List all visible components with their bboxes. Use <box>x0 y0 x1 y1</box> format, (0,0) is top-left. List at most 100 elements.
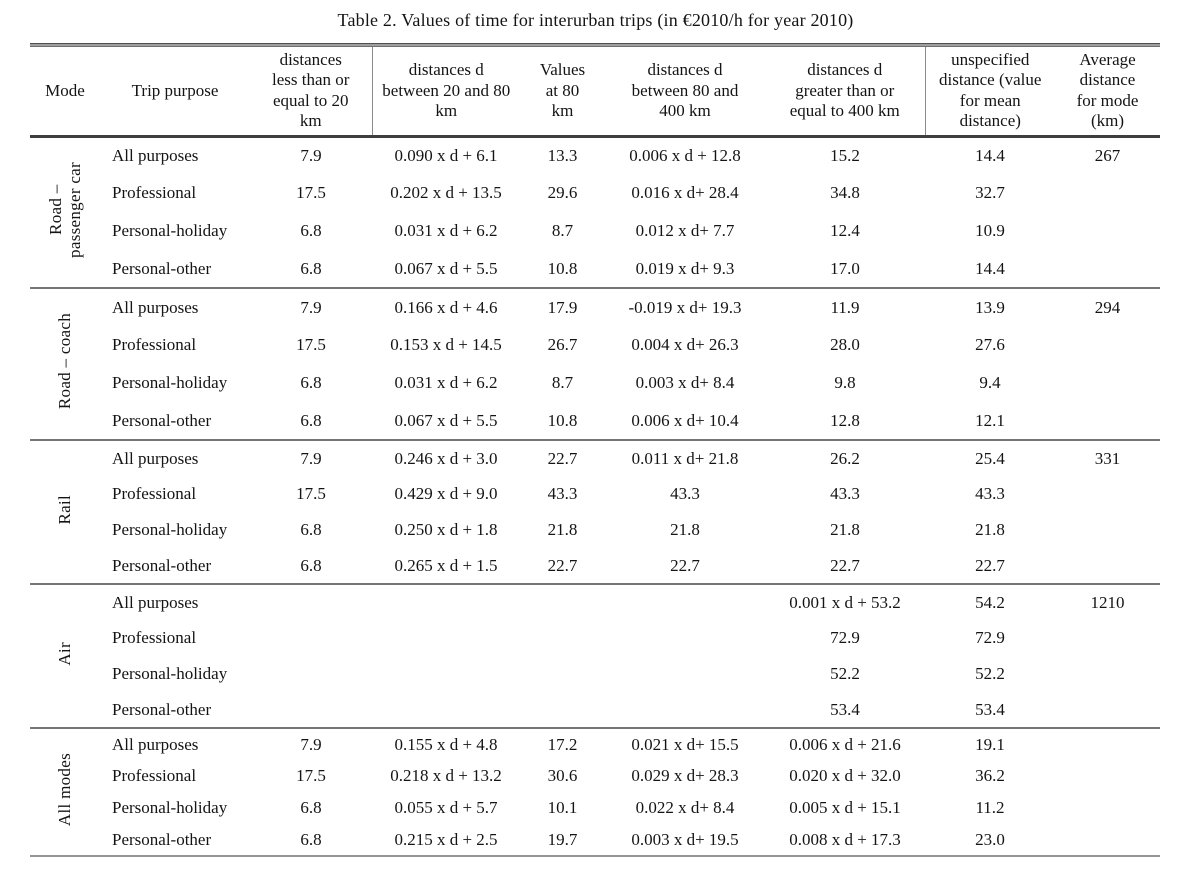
value-cell: 17.9 <box>547 297 578 317</box>
value-cell: 17.5 <box>296 183 326 202</box>
value-cell: 6.8 <box>300 520 322 539</box>
value-cell: 13.3 <box>547 145 578 165</box>
value-cell: 17.5 <box>296 766 326 785</box>
value-cell: 22.7 <box>547 555 578 575</box>
table-row: Road – passenger car All purposes 7.9 0.… <box>30 136 1160 258</box>
value-cell: 0.029 x d+ 28.3 <box>631 766 739 785</box>
value-cell: 13.9 <box>975 297 1005 317</box>
value-cell: 0.031 x d + 6.2 <box>394 373 498 392</box>
table-row: Personal-other 6.8 0.265 x d + 1.5 22.7 … <box>30 548 1160 584</box>
value-cell <box>1055 620 1160 656</box>
value-cell: 22.7 <box>670 555 700 575</box>
value-cell: 54.2 <box>975 592 1005 612</box>
value-cell: 22.7 <box>547 448 578 468</box>
value-cell: 0.020 x d + 32.0 <box>789 766 901 785</box>
value-cell: 0.012 x d+ 7.7 <box>635 221 735 240</box>
value-cell: 14.4 <box>975 145 1005 165</box>
value-cell: 6.8 <box>300 258 322 278</box>
value-cell <box>1055 728 1160 760</box>
col-header-mode: Mode <box>30 47 100 138</box>
group-road-passenger-car: Road – passenger car All purposes 7.9 0.… <box>30 136 1160 288</box>
value-cell: 0.166 x d + 4.6 <box>394 297 498 317</box>
value-cell: 0.218 x d + 13.2 <box>390 766 502 785</box>
group-road-coach: Road – coach All purposes 7.9 0.166 x d … <box>30 288 1160 440</box>
value-cell: 19.1 <box>975 734 1005 754</box>
trip-purpose-cell: All purposes <box>112 145 199 165</box>
value-cell: 6.8 <box>300 373 322 392</box>
value-cell: 0.022 x d+ 8.4 <box>635 798 735 817</box>
value-cell: 11.9 <box>830 297 860 317</box>
value-cell <box>1055 476 1160 512</box>
value-cell: 0.250 x d + 1.8 <box>394 520 498 539</box>
table-row: Professional 17.5 0.202 x d + 13.5 29.6 … <box>30 174 1160 212</box>
mode-label: All modes <box>30 728 100 856</box>
value-cell: 8.7 <box>551 221 574 240</box>
value-cell: 0.090 x d + 6.1 <box>394 145 498 165</box>
table-row: Professional 72.9 72.9 <box>30 620 1160 656</box>
table-row: Professional 17.5 0.218 x d + 13.2 30.6 … <box>30 760 1160 792</box>
table-row: Personal-other 6.8 0.215 x d + 2.5 19.7 … <box>30 824 1160 856</box>
value-cell: 331 <box>1094 448 1121 468</box>
value-cell <box>1055 548 1160 584</box>
value-cell <box>520 620 605 656</box>
value-cell: 1210 <box>1090 592 1125 612</box>
mode-label-text: Air <box>55 641 75 666</box>
value-cell <box>250 692 372 728</box>
value-cell: 7.9 <box>300 145 322 165</box>
value-cell <box>1055 174 1160 212</box>
col-header-average-distance: Average distance for mode (km) <box>1055 47 1160 138</box>
value-cell: 19.7 <box>547 829 578 849</box>
value-cell: 0.429 x d + 9.0 <box>394 484 498 503</box>
value-cell: 0.019 x d+ 9.3 <box>635 258 735 278</box>
value-cell <box>372 656 520 692</box>
trip-purpose-cell: Personal-holiday <box>112 520 228 539</box>
value-cell <box>1055 364 1160 402</box>
header-row: Mode Trip purpose distances less than or… <box>30 47 1160 138</box>
value-cell: 22.7 <box>975 555 1005 575</box>
value-cell: 21.8 <box>975 520 1005 539</box>
value-cell <box>520 692 605 728</box>
value-cell: 10.1 <box>547 798 578 817</box>
value-cell: 43.3 <box>830 484 860 503</box>
value-cell: 0.005 x d + 15.1 <box>789 798 901 817</box>
mode-label-text: Road – coach <box>55 313 75 410</box>
trip-purpose-cell: Professional <box>112 484 197 503</box>
col-header-dist-20-80: distances d between 20 and 80 km <box>371 47 520 138</box>
value-cell: 0.016 x d+ 28.4 <box>631 183 739 202</box>
table-row: Professional 17.5 0.153 x d + 14.5 26.7 … <box>30 326 1160 364</box>
value-cell: 0.067 x d + 5.5 <box>394 410 498 430</box>
value-cell: 0.006 x d+ 10.4 <box>631 410 739 430</box>
table-row: All modes All purposes 7.9 0.155 x d + 4… <box>30 728 1160 827</box>
table-row: Professional 17.5 0.429 x d + 9.0 43.3 4… <box>30 476 1160 512</box>
value-cell: 12.4 <box>830 221 860 240</box>
table-row: Personal-other 6.8 0.067 x d + 5.5 10.8 … <box>30 250 1160 288</box>
value-cell: 0.004 x d+ 26.3 <box>631 335 739 354</box>
mode-label-text: Rail <box>55 494 75 525</box>
value-cell: 43.3 <box>547 484 578 503</box>
table-header: Mode Trip purpose distances less than or… <box>30 47 1160 138</box>
value-cell: 6.8 <box>300 410 322 430</box>
trip-purpose-cell: All purposes <box>112 592 199 612</box>
value-cell <box>250 584 372 620</box>
value-cell: 0.001 x d + 53.2 <box>789 592 901 612</box>
value-cell: 0.021 x d+ 15.5 <box>631 734 739 754</box>
table-row: Rail All purposes 7.9 0.246 x d + 3.0 22… <box>30 440 1160 525</box>
trip-purpose-cell: Professional <box>112 335 197 354</box>
value-cell <box>520 656 605 692</box>
value-cell <box>1055 402 1160 440</box>
mode-label-text: All modes <box>55 752 75 827</box>
value-cell: 32.7 <box>975 183 1005 202</box>
value-cell: 0.265 x d + 1.5 <box>394 555 498 575</box>
mode-label: Rail <box>30 440 100 584</box>
value-cell: 17.0 <box>830 258 860 278</box>
trip-purpose-cell: Personal-holiday <box>112 798 228 817</box>
trip-purpose-cell: Professional <box>112 766 197 785</box>
value-cell: -0.019 x d+ 19.3 <box>628 297 742 317</box>
value-cell: 17.5 <box>296 335 326 354</box>
trip-purpose-cell: All purposes <box>112 734 199 754</box>
value-cell: 0.003 x d+ 8.4 <box>635 373 735 392</box>
value-cell: 6.8 <box>300 798 322 817</box>
value-cell: 9.4 <box>979 373 1001 392</box>
value-cell: 0.202 x d + 13.5 <box>390 183 502 202</box>
